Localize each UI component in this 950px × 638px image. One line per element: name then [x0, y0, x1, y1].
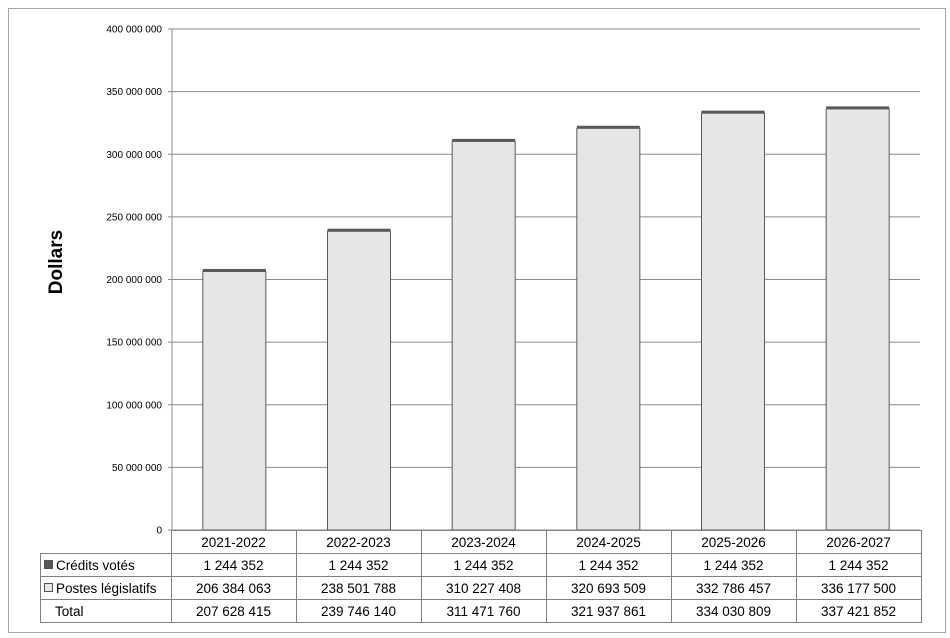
legend-key-dark: [44, 559, 53, 569]
table-cell: 321 937 861: [545, 599, 672, 623]
table-cell: 1 244 352: [545, 553, 672, 577]
table-cell: 1 244 352: [670, 553, 797, 577]
table-cell: 206 384 063: [170, 576, 297, 600]
legend-key-light: [44, 582, 53, 592]
bar-postes-legislatifs: [451, 140, 516, 531]
bar-credits-votes: [701, 110, 765, 114]
table-cell: 207 628 415: [170, 599, 297, 623]
y-axis-label: Dollars: [46, 230, 67, 294]
series-name: Crédits votés: [56, 557, 135, 573]
table-cell: 320 693 509: [545, 576, 672, 600]
bar-credits-votes: [576, 125, 640, 129]
y-tick-label: 400 000 000: [106, 25, 162, 36]
bar-credits-votes: [202, 268, 266, 272]
table-row-credits-votes: Crédits votés 1 244 352 1 244 352 1 244 …: [40, 553, 922, 577]
table-cell: 239 746 140: [295, 599, 422, 623]
y-tick-label: 300 000 000: [106, 150, 162, 161]
bar-postes-legislatifs: [576, 127, 641, 531]
table-cell: 311 471 760: [420, 599, 547, 623]
y-tick-label: 200 000 000: [106, 275, 162, 286]
category-label: 2022-2023: [295, 530, 422, 554]
category-label: 2024-2025: [545, 530, 672, 554]
table-cell: 1 244 352: [170, 553, 297, 577]
category-label: 2025-2026: [670, 530, 797, 554]
table-cell: 1 244 352: [295, 553, 422, 577]
series-header: Crédits votés: [40, 553, 172, 577]
table-cell: 1 244 352: [420, 553, 547, 577]
series-name: Postes législatifs: [56, 580, 157, 596]
category-label: 2026-2027: [795, 530, 922, 554]
bar-postes-legislatifs: [327, 230, 391, 531]
table-row-postes-legislatifs: Postes législatifs 206 384 063 238 501 7…: [40, 576, 922, 600]
chart-frame: [8, 8, 946, 633]
table-cell: 337 421 852: [795, 599, 922, 623]
table-row-total: Total 207 628 415 239 746 140 311 471 76…: [40, 599, 922, 623]
table-cell: 332 786 457: [670, 576, 797, 600]
category-label: 2021-2022: [170, 530, 297, 554]
table-cell: 1 244 352: [795, 553, 922, 577]
y-tick-label: 250 000 000: [106, 212, 162, 223]
bar-postes-legislatifs: [701, 112, 765, 531]
series-header: Postes législatifs: [40, 576, 172, 600]
category-label: 2023-2024: [420, 530, 547, 554]
category-row: 2021-2022 2022-2023 2023-2024 2024-2025 …: [40, 530, 922, 554]
bar-postes-legislatifs: [825, 108, 890, 531]
table-corner: [40, 530, 172, 554]
y-tick-label: 350 000 000: [106, 87, 162, 98]
y-tick-label: 50 000 000: [112, 463, 162, 474]
bar-credits-votes: [826, 106, 890, 109]
y-tick-label: 150 000 000: [106, 338, 162, 349]
table-cell: 334 030 809: [670, 599, 797, 623]
total-header: Total: [40, 599, 172, 623]
bar-postes-legislatifs: [202, 271, 267, 531]
data-table: 2021-2022 2022-2023 2023-2024 2024-2025 …: [40, 530, 922, 623]
bar-credits-votes: [452, 138, 516, 142]
table-cell: 310 227 408: [420, 576, 547, 600]
bar-credits-votes: [327, 228, 391, 232]
table-cell: 336 177 500: [795, 576, 922, 600]
y-tick-label: 100 000 000: [106, 400, 162, 411]
table-cell: 238 501 788: [295, 576, 422, 600]
